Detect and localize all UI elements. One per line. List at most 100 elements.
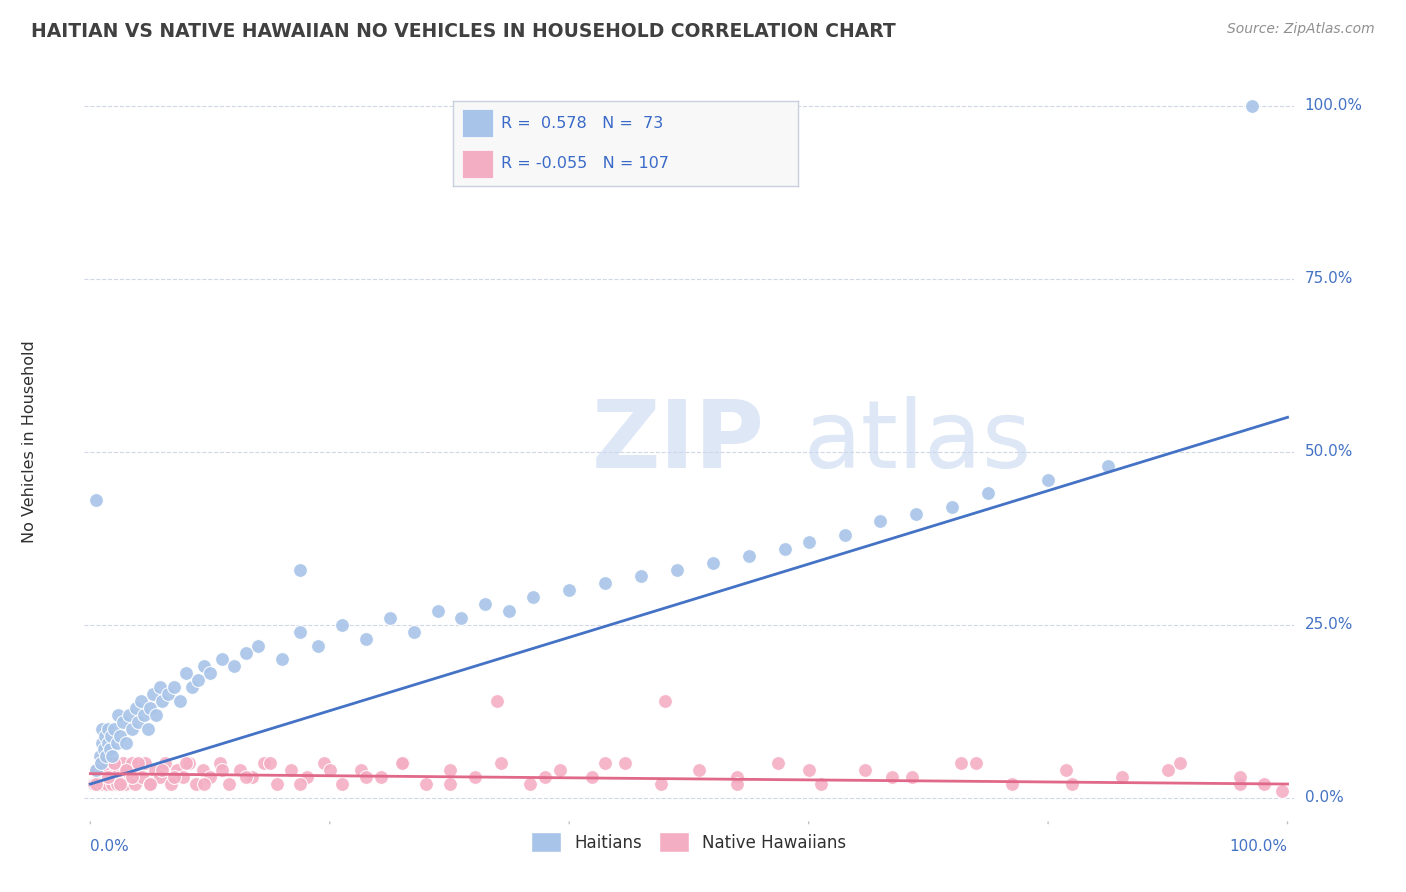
Point: [498, 604, 520, 618]
Point: [1111, 770, 1133, 784]
Point: [139, 701, 162, 715]
Point: [650, 777, 672, 791]
Point: [93, 763, 115, 777]
Point: [246, 639, 269, 653]
Point: [259, 756, 281, 771]
Point: [949, 756, 972, 771]
Point: [100, 756, 122, 771]
Point: [110, 770, 132, 784]
Point: [149, 770, 172, 784]
Point: [101, 749, 124, 764]
Point: [117, 763, 139, 777]
Point: [1036, 473, 1059, 487]
Point: [103, 770, 125, 784]
Point: [91, 735, 114, 749]
Text: 100.0%: 100.0%: [1305, 98, 1362, 113]
Point: [391, 756, 413, 771]
Point: [1097, 458, 1119, 473]
Point: [157, 687, 180, 701]
Point: [111, 756, 134, 771]
Point: [738, 549, 761, 563]
Point: [977, 486, 1000, 500]
Point: [134, 707, 156, 722]
Point: [1270, 784, 1292, 798]
Point: [97, 735, 120, 749]
Point: [93, 729, 115, 743]
Point: [91, 722, 114, 736]
Point: [773, 541, 796, 556]
Point: [121, 770, 143, 784]
Point: [150, 763, 173, 777]
Point: [96, 777, 118, 791]
Point: [1060, 777, 1083, 791]
Point: [111, 714, 134, 729]
Point: [288, 624, 311, 639]
Point: [174, 756, 197, 771]
Point: [941, 500, 963, 515]
Point: [900, 770, 922, 784]
Point: [288, 777, 311, 791]
Point: [181, 680, 204, 694]
Point: [766, 756, 789, 771]
Point: [519, 777, 541, 791]
Point: [134, 756, 156, 771]
Point: [115, 763, 138, 777]
Point: [208, 756, 231, 771]
Point: [307, 639, 329, 653]
Point: [688, 763, 710, 777]
Text: 50.0%: 50.0%: [1305, 444, 1353, 459]
Point: [354, 770, 377, 784]
Point: [614, 756, 637, 771]
Point: [702, 556, 724, 570]
Point: [439, 777, 461, 791]
Point: [105, 735, 128, 749]
Point: [593, 576, 616, 591]
Point: [350, 763, 373, 777]
Text: 75.0%: 75.0%: [1305, 271, 1353, 286]
Point: [834, 528, 856, 542]
Point: [124, 777, 146, 791]
Text: HAITIAN VS NATIVE HAWAIIAN NO VEHICLES IN HOUSEHOLD CORRELATION CHART: HAITIAN VS NATIVE HAWAIIAN NO VEHICLES I…: [31, 22, 896, 41]
Point: [489, 756, 512, 771]
Point: [198, 770, 221, 784]
Point: [118, 770, 141, 784]
Point: [127, 756, 149, 771]
Point: [187, 673, 209, 688]
Point: [534, 770, 557, 784]
Point: [354, 632, 377, 646]
Point: [104, 756, 127, 771]
Text: 0.0%: 0.0%: [90, 839, 129, 855]
Point: [86, 777, 108, 791]
Point: [163, 680, 186, 694]
Point: [1229, 770, 1251, 784]
Point: [965, 756, 987, 771]
Point: [90, 756, 112, 771]
Point: [98, 770, 121, 784]
Point: [115, 735, 138, 749]
Point: [330, 777, 353, 791]
Point: [139, 777, 162, 791]
Point: [127, 714, 149, 729]
Point: [103, 756, 125, 771]
Point: [101, 777, 124, 791]
Point: [121, 722, 143, 736]
Point: [474, 597, 496, 611]
Point: [129, 694, 152, 708]
Point: [810, 777, 832, 791]
Point: [1001, 777, 1024, 791]
Point: [370, 770, 392, 784]
Point: [450, 611, 472, 625]
Point: [110, 777, 132, 791]
Point: [211, 763, 233, 777]
Point: [103, 722, 125, 736]
Point: [222, 659, 245, 673]
Point: [142, 687, 165, 701]
Point: [869, 514, 891, 528]
Point: [464, 770, 486, 784]
Point: [131, 770, 153, 784]
Point: [486, 694, 509, 708]
Point: [153, 756, 176, 771]
Point: [630, 569, 652, 583]
Point: [558, 583, 581, 598]
Text: No Vehicles in Household: No Vehicles in Household: [22, 340, 38, 543]
